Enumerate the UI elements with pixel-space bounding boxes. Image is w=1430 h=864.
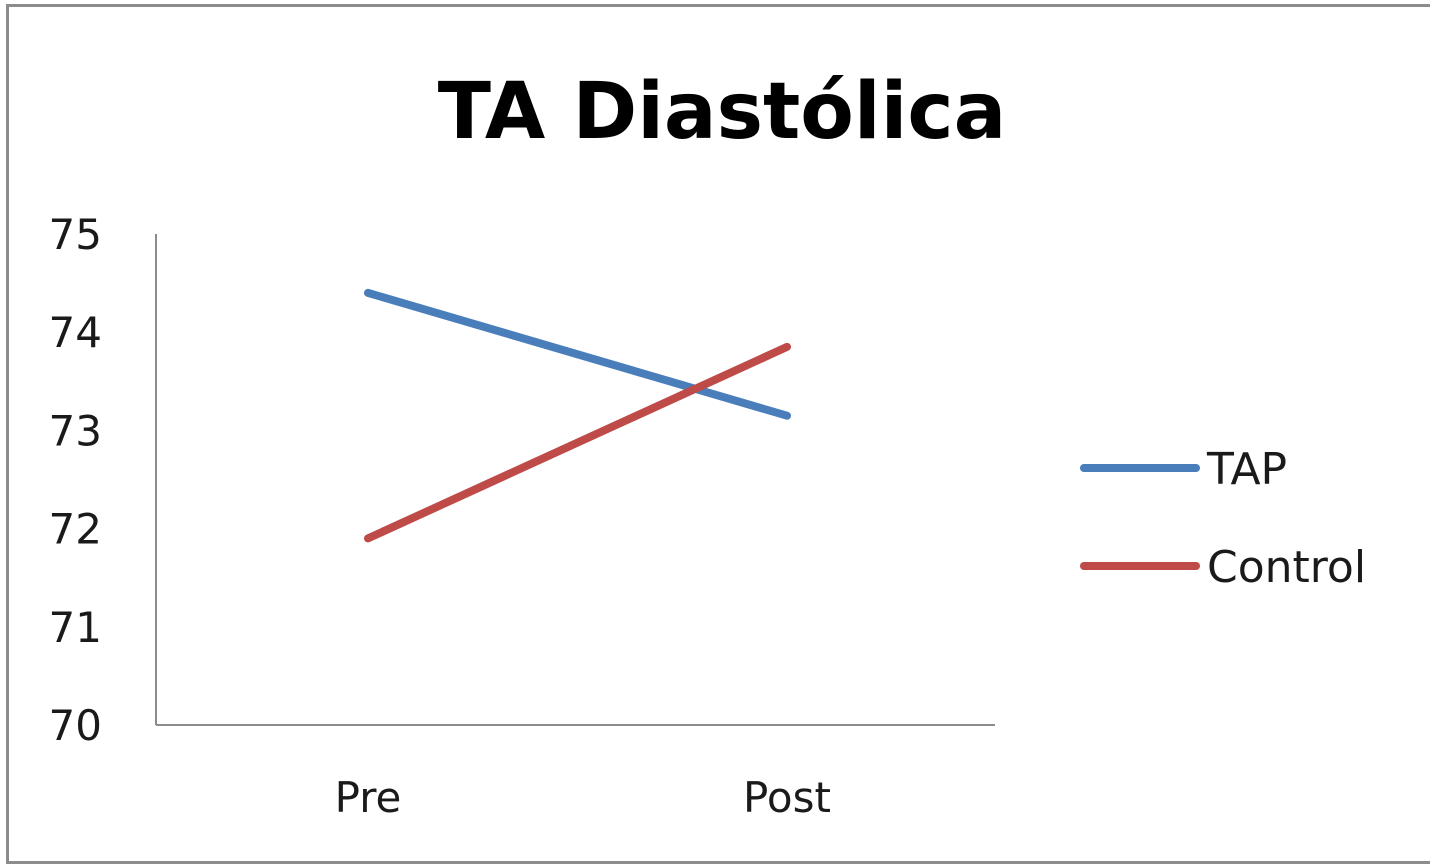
legend-label-tap: TAP (1206, 444, 1287, 495)
chart-title: TA Diastólica (438, 67, 1006, 157)
series-line-tap (364, 288, 791, 420)
y-tick-label: 74 (49, 308, 102, 357)
series-line-control (364, 342, 791, 543)
y-tick-label: 72 (49, 505, 102, 554)
legend-label-control: Control (1207, 542, 1366, 593)
x-tick-label: Post (743, 773, 831, 822)
x-tick-label: Pre (335, 773, 402, 822)
y-tick-label: 70 (49, 701, 102, 750)
y-tick-label: 75 (49, 210, 102, 259)
y-tick-label: 73 (49, 406, 102, 455)
y-tick-label: 71 (49, 603, 102, 652)
